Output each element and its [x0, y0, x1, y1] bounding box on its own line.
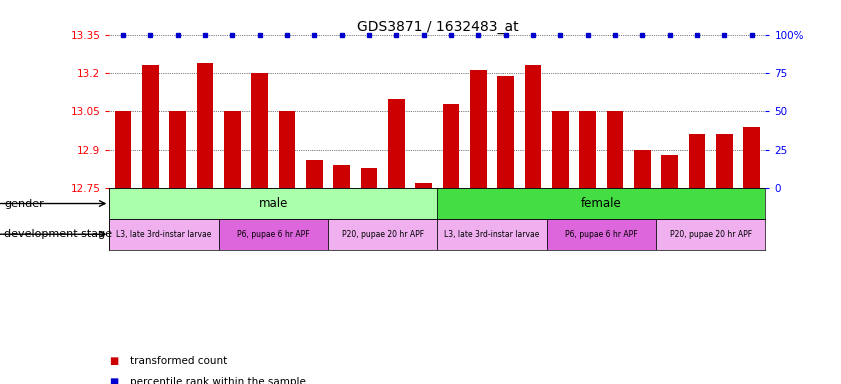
Bar: [109, 219, 219, 250]
Bar: [442, 104, 459, 188]
Text: P6, pupae 6 hr APF: P6, pupae 6 hr APF: [565, 230, 637, 239]
Bar: [251, 73, 267, 188]
Title: GDS3871 / 1632483_at: GDS3871 / 1632483_at: [357, 20, 518, 33]
Bar: [169, 111, 186, 188]
Bar: [547, 219, 656, 250]
Bar: [552, 111, 569, 188]
Bar: [279, 111, 295, 188]
Bar: [661, 155, 678, 188]
Bar: [497, 76, 514, 188]
Bar: [333, 165, 350, 188]
Text: P6, pupae 6 hr APF: P6, pupae 6 hr APF: [237, 230, 309, 239]
Bar: [716, 134, 733, 188]
Text: development stage: development stage: [4, 229, 113, 239]
Bar: [415, 183, 431, 188]
Bar: [656, 219, 765, 250]
Bar: [606, 111, 623, 188]
Bar: [219, 219, 328, 250]
Bar: [142, 65, 158, 188]
Text: percentile rank within the sample: percentile rank within the sample: [130, 377, 306, 384]
Bar: [689, 134, 705, 188]
Text: L3, late 3rd-instar larvae: L3, late 3rd-instar larvae: [444, 230, 540, 239]
Bar: [114, 111, 131, 188]
Text: L3, late 3rd-instar larvae: L3, late 3rd-instar larvae: [116, 230, 212, 239]
Bar: [634, 150, 651, 188]
Bar: [361, 168, 377, 188]
Bar: [525, 65, 542, 188]
Bar: [328, 219, 437, 250]
Text: P20, pupae 20 hr APF: P20, pupae 20 hr APF: [341, 230, 424, 239]
Bar: [743, 127, 759, 188]
Text: male: male: [259, 197, 288, 210]
Bar: [388, 99, 405, 188]
Text: transformed count: transformed count: [130, 356, 228, 366]
Bar: [224, 111, 241, 188]
Bar: [579, 111, 595, 188]
Bar: [470, 70, 486, 188]
Bar: [437, 188, 765, 219]
Text: ■: ■: [109, 377, 119, 384]
Bar: [306, 160, 323, 188]
Bar: [197, 63, 214, 188]
Text: ■: ■: [109, 356, 119, 366]
Text: female: female: [581, 197, 621, 210]
Text: gender: gender: [4, 199, 44, 209]
Text: P20, pupae 20 hr APF: P20, pupae 20 hr APF: [669, 230, 752, 239]
Bar: [437, 219, 547, 250]
Bar: [109, 188, 437, 219]
